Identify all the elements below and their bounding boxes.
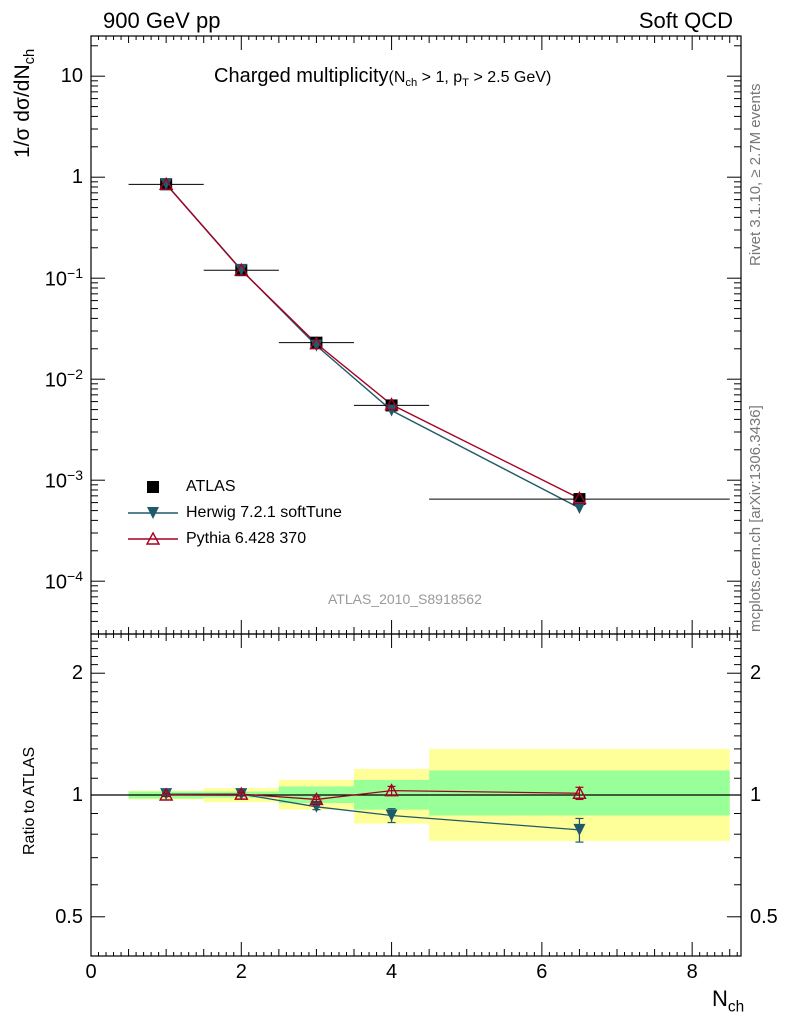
- ratio-point-1-1: [234, 786, 249, 800]
- legend-label-atlas: ATLAS: [186, 478, 236, 495]
- top-ytick-label-3: 10−2: [44, 366, 83, 392]
- ratio-point-1-2: [309, 791, 324, 806]
- title-cut-close: > 2.5 GeV): [469, 69, 552, 86]
- point-1-1: [235, 263, 248, 276]
- analysis-id: ATLAS_2010_S8918562: [328, 591, 482, 607]
- legend-label-herwig: Herwig 7.2.1 softTune: [186, 504, 342, 521]
- bot-xtick-label-0: 0: [85, 961, 97, 983]
- header-right: Soft QCD: [638, 8, 733, 33]
- legend-marker-pythia: [145, 531, 161, 545]
- x-axis-label-main: N: [712, 986, 728, 1011]
- top-ytick-label-1: 1: [71, 166, 83, 189]
- bot-xtick-label-3: 6: [536, 961, 548, 983]
- ratio-point-1-0: [158, 787, 174, 801]
- chart-title-main: Charged multiplicity: [214, 65, 389, 87]
- bot-ytick-label-right-0: 0.5: [750, 905, 778, 928]
- bot-ytick-label-left-0: 0.5: [55, 905, 83, 928]
- bot-ytick-label-left-1: 1: [71, 784, 83, 806]
- ratio-point-0-4: [573, 823, 586, 836]
- point-1-3: [385, 404, 398, 417]
- point-2-2: [309, 336, 324, 350]
- title-cut-mid: > 1, p: [417, 69, 463, 86]
- bot-xtick-label-4: 8: [686, 961, 698, 983]
- series-line-1: [165, 183, 580, 509]
- legend-marker-herwig: [147, 507, 159, 519]
- bot-ytick-label-left-2: 2: [71, 662, 83, 685]
- title-cut-open: (N: [388, 69, 406, 86]
- rivet-side-text: Rivet 3.1.10, ≥ 2.7M events: [747, 83, 764, 267]
- y-axis-label-bottom: Ratio to ATLAS: [21, 746, 38, 855]
- bot-ytick-label-right-2: 2: [750, 662, 762, 685]
- ratio-point-1-3: [384, 783, 399, 797]
- top-ytick-label-0: 10: [60, 65, 83, 88]
- point-2-1: [234, 262, 249, 276]
- bot-xtick-label-2: 4: [386, 961, 398, 983]
- top-ytick-label-2: 10−1: [44, 265, 83, 291]
- point-2-0: [158, 176, 174, 191]
- mcplots-side-text: mcplots.cern.ch [arXiv:1306.3436]: [747, 405, 764, 632]
- series-line-2: [165, 183, 580, 500]
- ratio-point-1-4: [572, 785, 587, 799]
- legend-label-pythia: Pythia 6.428 370: [186, 530, 307, 547]
- header-left: 900 GeV pp: [103, 8, 221, 33]
- x-axis-label-sub: ch: [727, 998, 745, 1016]
- chart-title: Charged multiplicity(Nch > 1, pT > 2.5 G…: [214, 66, 551, 89]
- point-2-3: [384, 397, 399, 411]
- y-axis-label-top: 1/σ dσ/dNch: [11, 48, 39, 158]
- title-cut-sub1: ch: [405, 76, 418, 89]
- top-ytick-label-5: 10−4: [44, 568, 83, 594]
- ratio-point-0-3: [385, 809, 398, 822]
- x-axis-label: Nch: [712, 988, 744, 1015]
- y-axis-label-top-sub: ch: [22, 48, 39, 65]
- bot-xtick-label-1: 2: [235, 961, 247, 983]
- top-ytick-label-4: 10−3: [44, 467, 83, 493]
- legend-marker-atlas: [147, 481, 159, 493]
- bot-ytick-label-right-1: 1: [750, 784, 762, 806]
- y-axis-label-top-prefix: 1/σ dσ/dN: [11, 64, 34, 158]
- point-1-0: [160, 178, 173, 191]
- title-cut-sub2: T: [462, 76, 469, 89]
- point-2-4: [572, 490, 587, 505]
- point-1-4: [573, 502, 586, 515]
